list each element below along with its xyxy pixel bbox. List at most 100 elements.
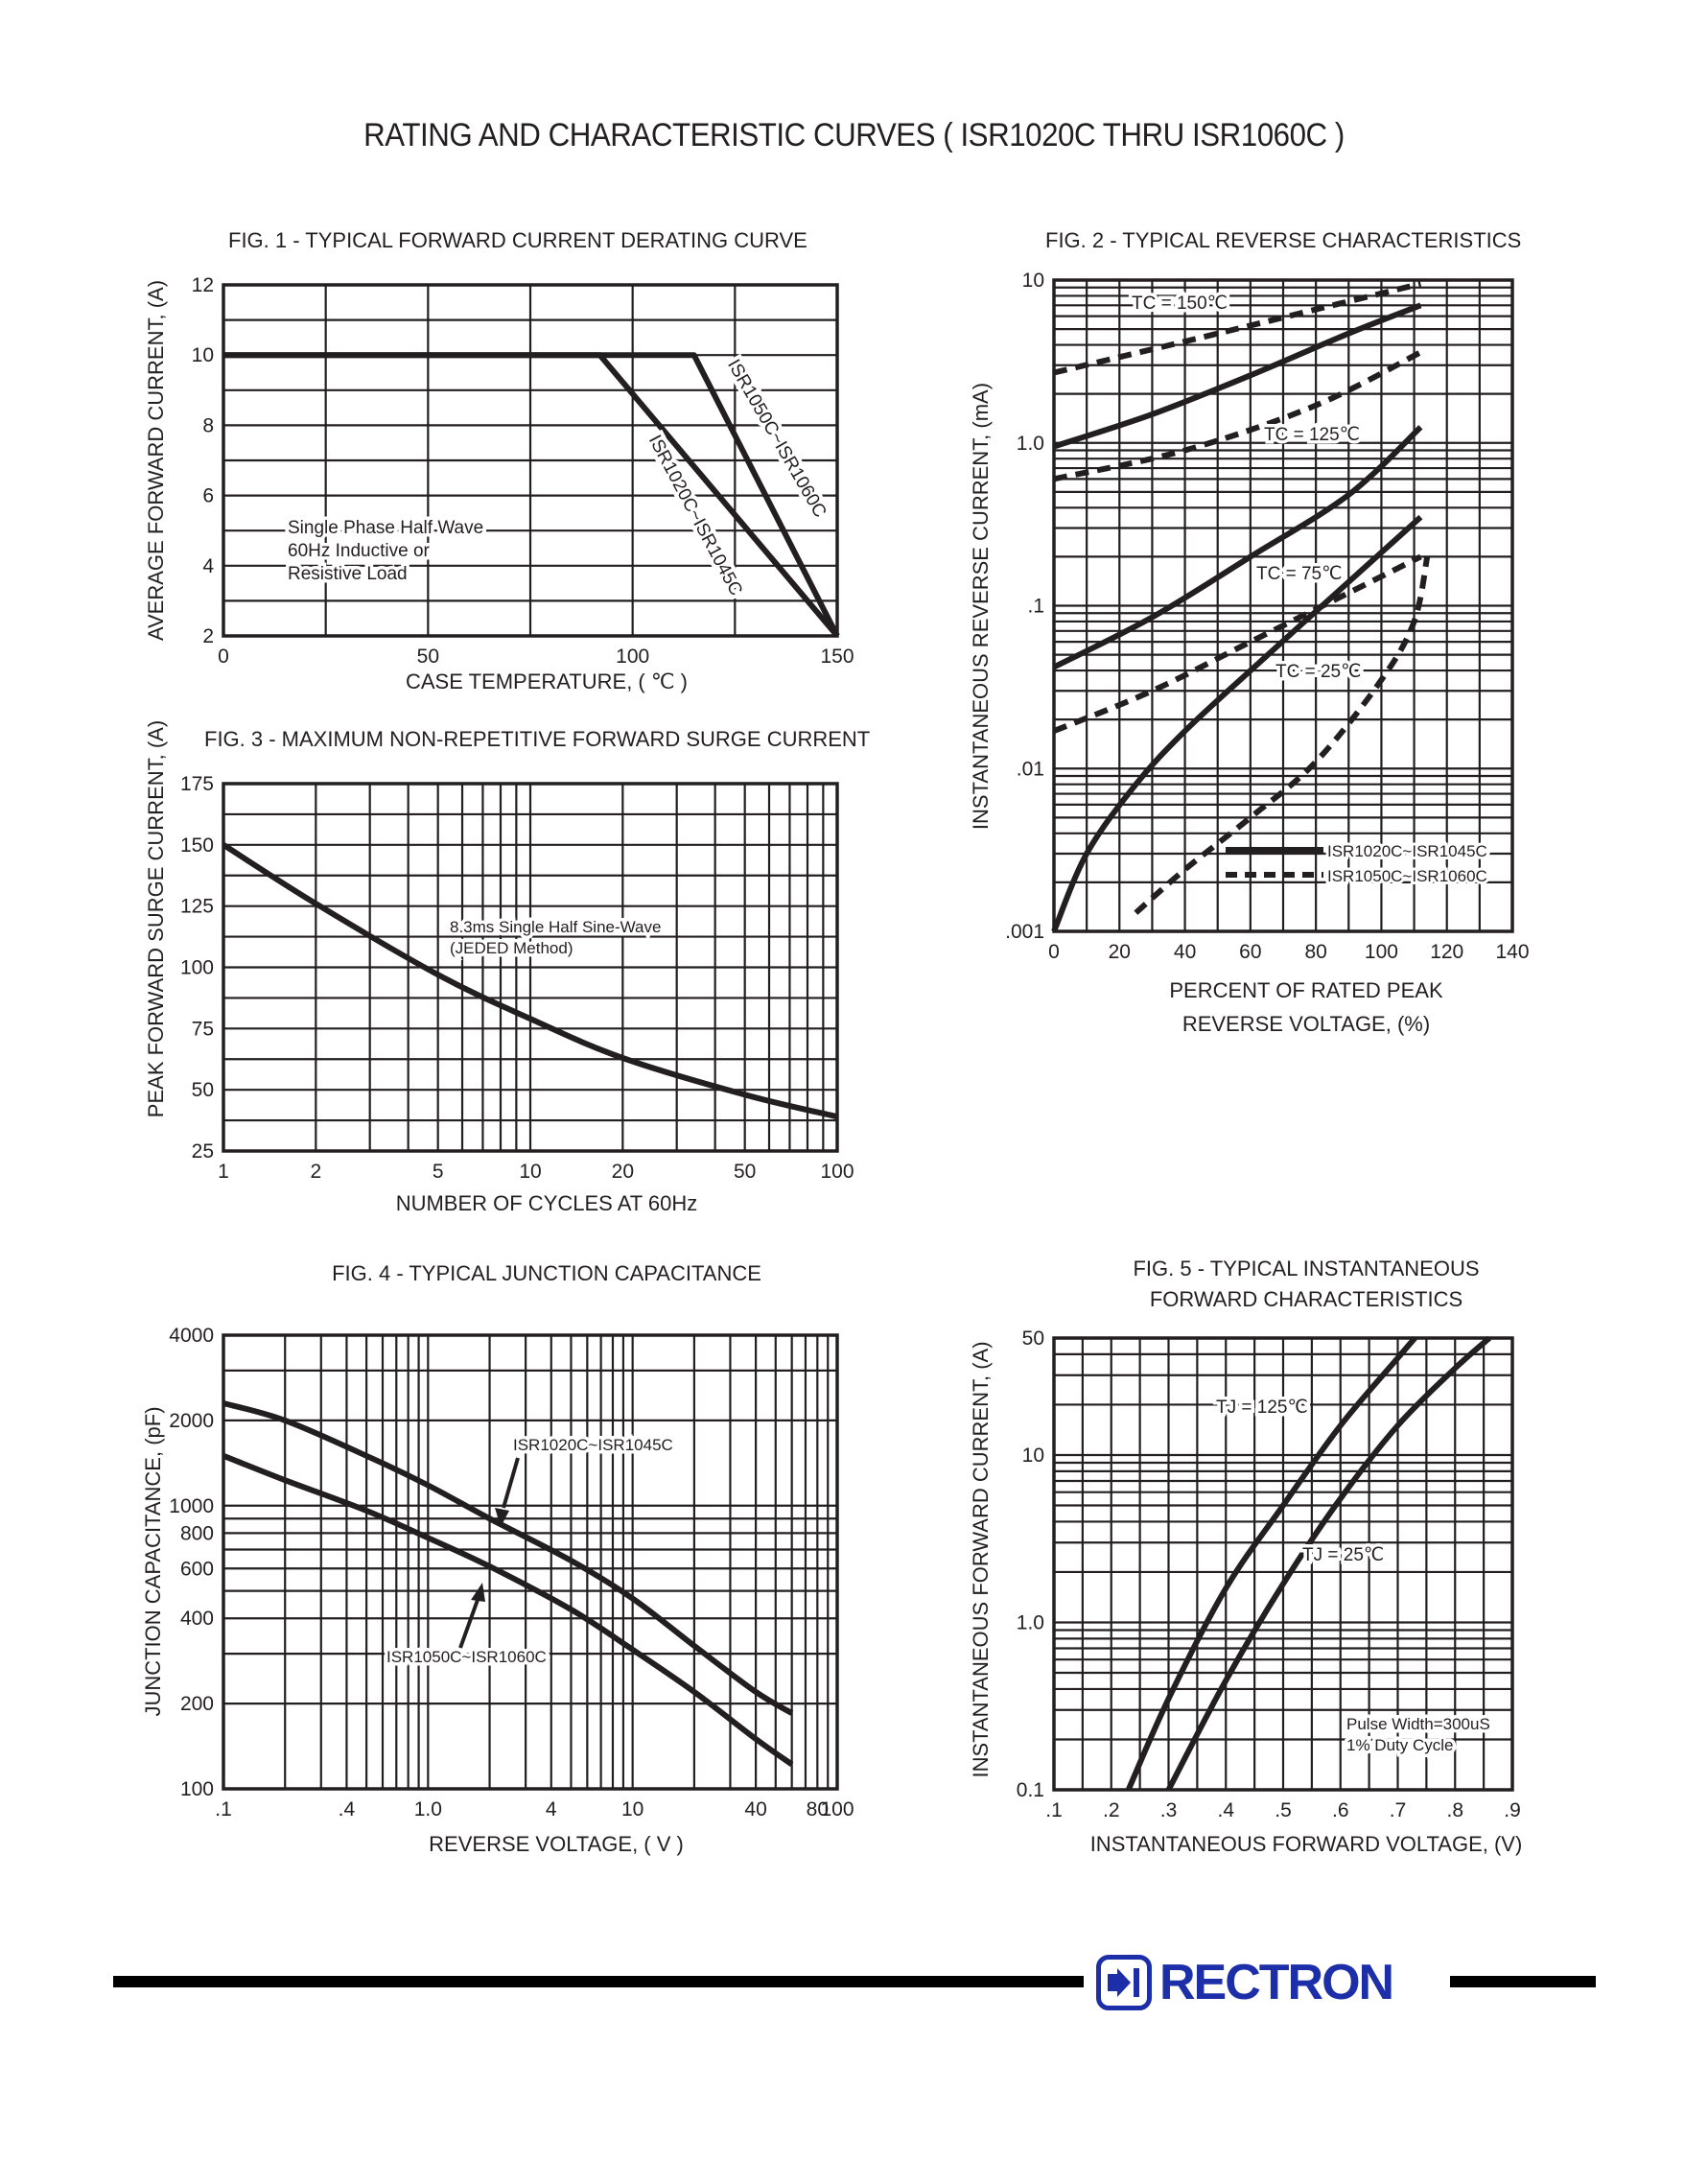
fig5-xtick-label: .7: [1390, 1799, 1407, 1821]
fig4-ytick-label: 800: [180, 1522, 214, 1544]
fig2-series-line: [1134, 555, 1431, 915]
fig2-ytick-label: .1: [1027, 596, 1044, 618]
fig5-xtick-label: .5: [1275, 1799, 1292, 1821]
fig4-chart: .1.4 1.0 4 10 40 8010010020040060080010002000…: [141, 1261, 854, 1856]
fig3-annotation-line: (JEDED Method): [450, 939, 573, 957]
fig2-series-line: [1053, 302, 1422, 450]
fig4-series-label: ISR1020C~ISR1045C: [513, 1436, 673, 1454]
fig1-ylabel: AVERAGE FORWARD CURRENT, (A): [144, 280, 168, 641]
fig4-label-arrow: [502, 1457, 520, 1509]
fig5-xtick-label: .8: [1446, 1799, 1463, 1821]
fig5-xtick-label: .2: [1103, 1799, 1120, 1821]
fig1-title: FIG. 1 - TYPICAL FORWARD CURRENT DERATIN…: [228, 228, 807, 252]
fig5-series-label: TJ = 25℃: [1302, 1545, 1384, 1565]
fig5-ylabel: INSTANTANEOUS FORWARD CURRENT, (A): [969, 1341, 993, 1777]
fig4-ylabel: JUNCTION CAPACITANCE, (pF): [141, 1406, 165, 1716]
footer-rule-left: [113, 1976, 1084, 1987]
rectron-logo-icon: [1096, 1955, 1152, 2010]
fig3-xtick-label: 2: [310, 1161, 321, 1183]
fig2-legend-label: ISR1020C~ISR1045C: [1327, 842, 1487, 860]
fig3-ytick-label: 150: [180, 834, 214, 857]
fig3-xtick-label: 50: [734, 1161, 756, 1183]
fig4-xtick-label: .1: [215, 1798, 232, 1820]
fig4-xtick-label: 80: [807, 1798, 829, 1820]
fig3-title: FIG. 3 - MAXIMUM NON-REPETITIVE FORWARD …: [204, 727, 870, 751]
fig4-series-line: [222, 1400, 794, 1716]
fig5-xtick-label: .3: [1160, 1799, 1178, 1821]
fig4-xtick-label: .4: [339, 1798, 356, 1820]
fig2-xtick-label: 60: [1239, 941, 1261, 963]
fig1-ytick-label: 6: [202, 485, 214, 507]
fig2-temperature-label: TC = 25℃: [1275, 662, 1361, 682]
fig2-series-line: [1053, 349, 1422, 482]
fig3-ytick-label: 50: [192, 1079, 214, 1101]
fig5-xtick-label: .6: [1332, 1799, 1349, 1821]
fig3-ytick-label: 100: [180, 957, 214, 979]
fig3-xtick-label: 100: [820, 1161, 854, 1183]
fig5-ytick-label: 1.0: [1017, 1611, 1044, 1633]
fig2-series-line: [1052, 553, 1422, 734]
fig4-ytick-label: 200: [180, 1693, 214, 1715]
fig1-xtick-label: 50: [417, 646, 439, 668]
fig2-series-line: [1052, 425, 1423, 670]
fig2-xtick-label: 80: [1304, 941, 1326, 963]
fig3-annotation-line: 8.3ms Single Half Sine-Wave: [450, 918, 661, 936]
fig4-xtick-label: 1.0: [414, 1798, 442, 1820]
fig4-xtick-label: 4: [546, 1798, 557, 1820]
fig5-plot-frame: [1052, 1336, 1514, 1792]
fig2-title: FIG. 2 - TYPICAL REVERSE CHARACTERISTICS: [1045, 228, 1521, 252]
fig5-xlabel: INSTANTANEOUS FORWARD VOLTAGE, (V): [1090, 1832, 1523, 1856]
fig5-annotation-line: 1% Duty Cycle: [1346, 1736, 1453, 1754]
fig2-legend-label: ISR1050C~ISR1060C: [1327, 867, 1487, 885]
fig4-ytick-label: 100: [180, 1778, 214, 1800]
fig3-xlabel: NUMBER OF CYCLES AT 60Hz: [396, 1191, 698, 1215]
fig1-xtick-label: 100: [616, 646, 649, 668]
fig1-ytick-label: 8: [202, 414, 214, 436]
fig2-series-line: [1051, 514, 1423, 933]
brand-logo: RECTRON: [1096, 1953, 1394, 2012]
page-title: RATING AND CHARACTERISTIC CURVES ( ISR10…: [363, 117, 1345, 153]
fig5-chart: .1 .2 .3 .4 .5 .6 .7 .8 .9 0.1 1.0 10 50 FIG. 5 - TYP…: [969, 1257, 1522, 1856]
fig5-title: FIG. 5 - TYPICAL INSTANTANEOUS: [1133, 1257, 1479, 1280]
fig1-series-line: [223, 352, 840, 638]
fig4-ytick-label: 1000: [169, 1495, 214, 1517]
fig1-xlabel: CASE TEMPERATURE, ( ℃ ): [406, 669, 688, 693]
fig1-ytick-label: 10: [192, 344, 214, 366]
fig2-xtick-label: 20: [1109, 941, 1131, 963]
fig1-plot-frame: [222, 283, 839, 638]
fig5-ytick-label: 10: [1022, 1445, 1044, 1467]
fig5-xtick-label: .1: [1045, 1799, 1063, 1821]
footer-rule-right: [1450, 1976, 1596, 1987]
fig1-curve-label: ISR1020C~ISR1045C: [644, 432, 746, 599]
fig2-xtick-label: 140: [1495, 941, 1529, 963]
fig5-ytick-label: 0.1: [1017, 1779, 1044, 1801]
fig5-xtick-label: .9: [1504, 1799, 1521, 1821]
fig4-ytick-label: 400: [180, 1608, 214, 1630]
fig2-series-line: [1053, 280, 1422, 376]
fig2-ytick-label: .01: [1017, 758, 1044, 780]
fig4-arrowhead: [471, 1583, 485, 1602]
brand-name: RECTRON: [1159, 1955, 1394, 2010]
fig2-plot-frame: [1052, 278, 1514, 933]
fig2-xtick-label: 100: [1365, 941, 1398, 963]
fig1-annotation-line: Resistive Load: [288, 564, 408, 584]
fig1-xtick-label: 150: [820, 646, 854, 668]
fig3-series-line: [222, 842, 838, 1120]
fig5-title-line2: FORWARD CHARACTERISTICS: [1150, 1287, 1462, 1311]
fig4-xtick-label: 10: [621, 1798, 643, 1820]
fig4-plot-frame: [222, 1333, 839, 1791]
fig4-ytick-label: 2000: [169, 1410, 214, 1432]
fig4-label-arrow: [458, 1599, 480, 1649]
fig2-temperature-label: TC = 125℃: [1264, 425, 1360, 445]
fig3-xtick-label: 1: [218, 1161, 229, 1183]
fig5-series-line: [1165, 1335, 1492, 1792]
fig2-ytick-label: 10: [1022, 270, 1044, 292]
fig1-xtick-label: 0: [218, 646, 229, 668]
fig2-xlabel: PERCENT OF RATED PEAK: [1169, 978, 1443, 1002]
fig3-xtick-label: 5: [433, 1161, 444, 1183]
fig2-xtick-label: 0: [1048, 941, 1060, 963]
fig3-xtick-label: 10: [519, 1161, 541, 1183]
fig4-ytick-label: 600: [180, 1558, 214, 1580]
fig4-xtick-label: 100: [820, 1798, 854, 1820]
